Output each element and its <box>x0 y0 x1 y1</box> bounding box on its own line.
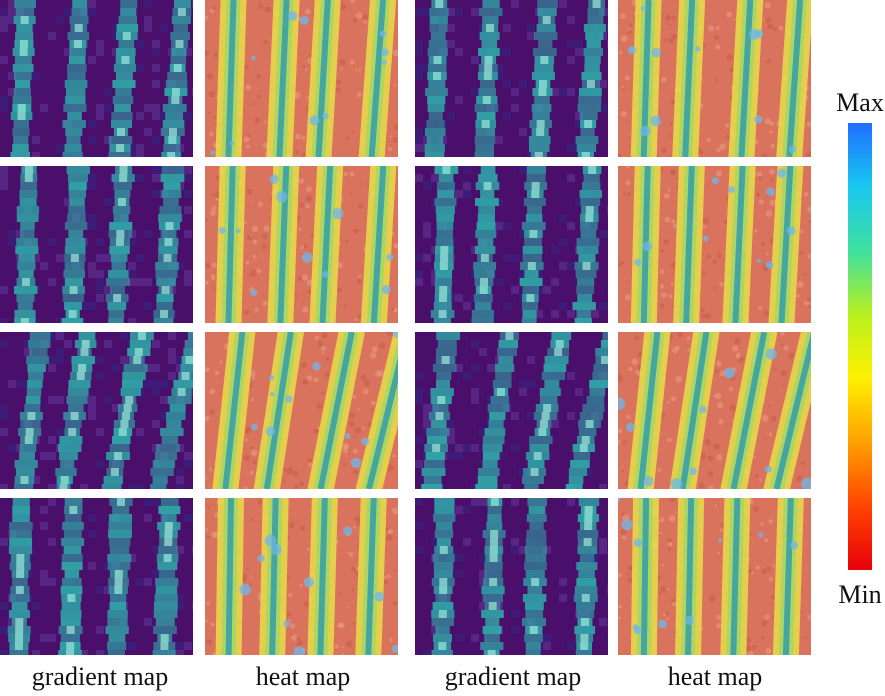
gradient-map-image <box>415 332 608 489</box>
gradient-map-tile-r4-c3 <box>415 498 608 655</box>
heat-map-image <box>618 166 811 323</box>
gradient-map-image <box>0 498 193 655</box>
heat-map-image <box>205 0 398 157</box>
heat-map-image <box>618 332 811 489</box>
gradient-map-image <box>0 166 193 323</box>
heat-map-image <box>618 498 811 655</box>
heat-map-image <box>618 0 811 157</box>
heat-map-tile-r3-c2 <box>205 332 398 489</box>
column-label-gradient-map-2: gradient map <box>444 662 582 691</box>
gradient-map-tile-r1-c3 <box>415 0 608 157</box>
colorbar-min-label: Min <box>838 580 882 609</box>
column-label-gradient-map-1: gradient map <box>31 662 169 691</box>
heat-map-image <box>205 332 398 489</box>
colorbar-max-label: Max <box>836 88 884 117</box>
heat-map-tile-r2-c4 <box>618 166 811 323</box>
heat-map-tile-r1-c4 <box>618 0 811 157</box>
heat-map-image <box>205 166 398 323</box>
gradient-map-image <box>415 166 608 323</box>
gradient-map-image <box>415 0 608 157</box>
gradient-map-tile-r4-c1 <box>0 498 193 655</box>
gradient-map-tile-r3-c3 <box>415 332 608 489</box>
gradient-map-tile-r3-c1 <box>0 332 193 489</box>
column-label-heat-map-1: heat map <box>255 662 351 691</box>
gradient-map-tile-r2-c1 <box>0 166 193 323</box>
colorbar <box>848 123 872 570</box>
gradient-map-image <box>0 332 193 489</box>
heat-map-tile-r3-c4 <box>618 332 811 489</box>
heat-map-tile-r2-c2 <box>205 166 398 323</box>
gradient-map-image <box>415 498 608 655</box>
image-grid <box>0 0 811 655</box>
gradient-map-tile-r1-c1 <box>0 0 193 157</box>
heat-map-tile-r4-c2 <box>205 498 398 655</box>
gradient-map-image <box>0 0 193 157</box>
column-label-heat-map-2: heat map <box>667 662 763 691</box>
heat-map-image <box>205 498 398 655</box>
heat-map-tile-r4-c4 <box>618 498 811 655</box>
gradient-map-tile-r2-c3 <box>415 166 608 323</box>
heat-map-tile-r1-c2 <box>205 0 398 157</box>
